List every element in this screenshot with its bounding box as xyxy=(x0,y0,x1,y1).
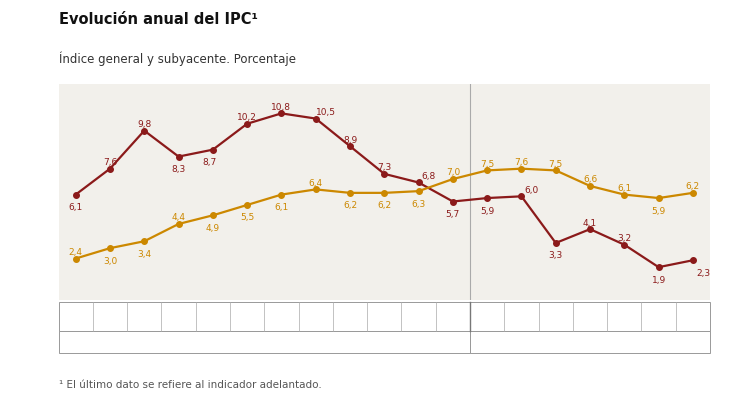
Text: feb: feb xyxy=(514,311,529,322)
Text: 6,0: 6,0 xyxy=(525,186,539,195)
Text: ene: ene xyxy=(478,311,496,322)
Text: mar: mar xyxy=(135,311,154,322)
Text: Evolución anual del IPC¹: Evolución anual del IPC¹ xyxy=(59,12,258,27)
Text: abr: abr xyxy=(171,311,187,322)
Text: 5,9: 5,9 xyxy=(480,206,494,216)
Text: 6,6: 6,6 xyxy=(583,176,597,184)
Text: 7,5: 7,5 xyxy=(548,160,563,169)
Text: jul: jul xyxy=(687,311,699,322)
Text: 9,8: 9,8 xyxy=(137,120,152,129)
Text: 6,2: 6,2 xyxy=(686,182,700,191)
Text: 3,2: 3,2 xyxy=(617,234,632,243)
Text: oct: oct xyxy=(377,311,392,322)
Text: 4,9: 4,9 xyxy=(206,224,220,233)
Text: 3,4: 3,4 xyxy=(137,250,152,259)
Text: 6,1: 6,1 xyxy=(274,203,288,212)
Text: 6,4: 6,4 xyxy=(309,179,323,188)
Text: 7,0: 7,0 xyxy=(446,168,460,178)
Text: 2,4: 2,4 xyxy=(69,248,83,257)
Text: 7,3: 7,3 xyxy=(377,163,392,172)
Text: 2,3: 2,3 xyxy=(696,269,710,278)
Text: dic: dic xyxy=(446,311,460,322)
Text: 6,2: 6,2 xyxy=(377,201,392,210)
Text: 2022: 2022 xyxy=(250,337,278,347)
Text: ago: ago xyxy=(307,311,325,322)
Text: 2023: 2023 xyxy=(576,337,604,347)
Text: abr: abr xyxy=(582,311,598,322)
Text: 5,9: 5,9 xyxy=(651,206,665,216)
Text: 10,5: 10,5 xyxy=(316,108,336,117)
Text: jul: jul xyxy=(275,311,287,322)
Text: 4,1: 4,1 xyxy=(583,219,597,228)
Text: 6,3: 6,3 xyxy=(411,200,426,208)
Text: 3,3: 3,3 xyxy=(548,252,563,260)
Text: 7,6: 7,6 xyxy=(103,158,117,167)
Text: may: may xyxy=(202,311,223,322)
Text: nov: nov xyxy=(410,311,427,322)
Text: 8,3: 8,3 xyxy=(171,165,186,174)
Text: 4,4: 4,4 xyxy=(171,214,186,222)
Text: 6,1: 6,1 xyxy=(617,184,632,193)
Text: 8,7: 8,7 xyxy=(202,158,217,167)
Text: 7,6: 7,6 xyxy=(515,158,529,167)
Text: 5,7: 5,7 xyxy=(446,210,460,219)
Text: ¹ El último dato se refiere al indicador adelantado.: ¹ El último dato se refiere al indicador… xyxy=(59,380,321,390)
Text: mar: mar xyxy=(546,311,566,322)
Text: 7,5: 7,5 xyxy=(480,160,494,169)
Text: ene: ene xyxy=(67,311,85,322)
Text: 10,2: 10,2 xyxy=(237,113,257,122)
Text: feb: feb xyxy=(102,311,118,322)
Text: 10,8: 10,8 xyxy=(272,103,291,112)
Text: 5,5: 5,5 xyxy=(240,214,254,222)
Text: 6,1: 6,1 xyxy=(69,203,83,212)
Text: 6,2: 6,2 xyxy=(343,201,357,210)
Text: 3,0: 3,0 xyxy=(103,257,117,266)
Text: 6,8: 6,8 xyxy=(422,172,436,181)
Text: Índice general y subyacente. Porcentaje: Índice general y subyacente. Porcentaje xyxy=(59,52,296,66)
Text: jun: jun xyxy=(651,311,666,322)
Text: may: may xyxy=(613,311,635,322)
Text: 1,9: 1,9 xyxy=(651,276,665,285)
Text: sep: sep xyxy=(341,311,359,322)
Text: jun: jun xyxy=(239,311,255,322)
Text: 8,9: 8,9 xyxy=(343,136,357,145)
